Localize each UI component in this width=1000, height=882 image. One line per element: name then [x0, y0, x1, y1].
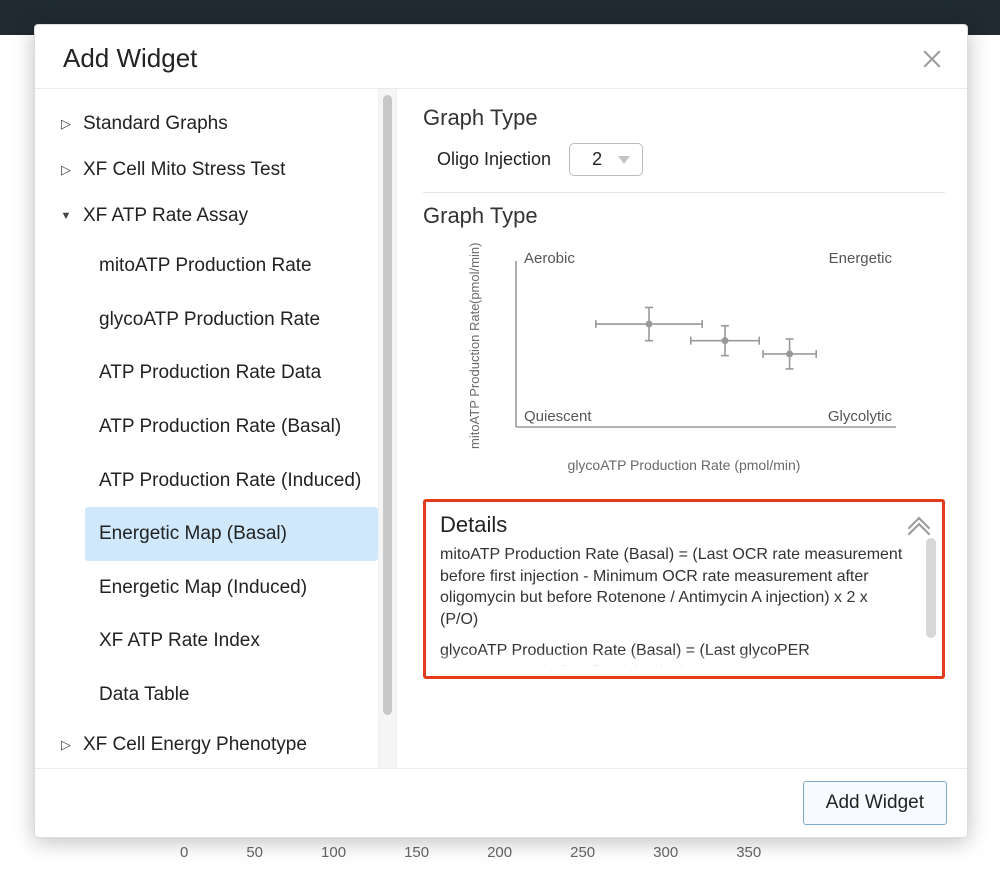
bg-xtick: 300: [653, 844, 678, 861]
svg-text:Energetic: Energetic: [828, 250, 892, 267]
energetic-map-chart: Aerobic Energetic Quiescent Glycolytic: [486, 241, 906, 451]
bg-xtick: 250: [570, 844, 595, 861]
modal-footer: Add Widget: [35, 768, 967, 837]
tree-child[interactable]: glycoATP Production Rate: [85, 293, 378, 347]
tree-child[interactable]: Energetic Map (Basal): [85, 507, 378, 561]
tree-item[interactable]: XF Cell Energy Phenotype: [51, 722, 378, 768]
sidebar-scrollbar[interactable]: [379, 89, 397, 768]
tree-item-label: XF Cell Energy Phenotype: [83, 734, 307, 756]
svg-text:Quiescent: Quiescent: [524, 408, 592, 425]
details-text: mitoATP Production Rate (Basal) = (Last …: [440, 544, 928, 666]
select-value: 2: [592, 149, 602, 170]
sidebar-scrollbar-thumb[interactable]: [383, 95, 392, 715]
add-widget-modal: Add Widget Standard Graphs XF Cell Mito S…: [34, 24, 968, 838]
tree-item-label: Standard Graphs: [83, 113, 228, 135]
tree-child[interactable]: ATP Production Rate (Induced): [85, 454, 378, 508]
tree-item[interactable]: XF Cell Mito Stress Test: [51, 147, 378, 193]
details-title: Details: [440, 512, 928, 538]
chevron-right-icon: [59, 162, 73, 178]
graph-preview-section: Graph Type mitoATP Production Rate (pmol…: [423, 192, 945, 489]
widget-preview-panel: Graph Type Oligo Injection 2 Graph Type …: [397, 89, 967, 768]
text-fade: [440, 651, 906, 673]
widget-tree-sidebar: Standard Graphs XF Cell Mito Stress Test X…: [35, 89, 379, 768]
tree-item-label: XF ATP Rate Assay: [83, 205, 248, 227]
bg-xtick: 200: [487, 844, 512, 861]
chevron-down-icon: [618, 156, 630, 164]
close-icon[interactable]: [921, 48, 943, 70]
tree-item-label: XF Cell Mito Stress Test: [83, 159, 285, 181]
chevron-right-icon: [59, 737, 73, 753]
details-panel: Details mitoATP Production Rate (Basal) …: [423, 499, 945, 679]
bg-xtick: 0: [180, 844, 188, 861]
tree-child[interactable]: Data Table: [85, 668, 378, 722]
oligo-injection-label: Oligo Injection: [437, 149, 551, 170]
chevron-down-icon: [59, 210, 73, 222]
section-title: Graph Type: [423, 203, 945, 229]
chart-xlabel: glycoATP Production Rate (pmol/min): [568, 457, 801, 473]
collapse-icon[interactable]: [908, 512, 928, 532]
bg-xtick: 350: [736, 844, 761, 861]
tree-child[interactable]: mitoATP Production Rate: [85, 239, 378, 293]
tree-child[interactable]: ATP Production Rate (Basal): [85, 400, 378, 454]
tree-child[interactable]: ATP Production Rate Data: [85, 346, 378, 400]
modal-title: Add Widget: [63, 43, 921, 74]
bg-xtick: 50: [246, 844, 263, 861]
chevron-right-icon: [59, 116, 73, 132]
modal-header: Add Widget: [35, 25, 967, 89]
bg-xtick: 100: [321, 844, 346, 861]
tree-item[interactable]: XF ATP Rate Assay: [51, 193, 378, 239]
bg-xtick: 150: [404, 844, 429, 861]
graph-param-section: Graph Type Oligo Injection 2: [423, 99, 945, 192]
svg-text:Glycolytic: Glycolytic: [827, 408, 892, 425]
add-widget-button[interactable]: Add Widget: [803, 781, 947, 825]
modal-body: Standard Graphs XF Cell Mito Stress Test X…: [35, 89, 967, 768]
oligo-injection-select[interactable]: 2: [569, 143, 643, 176]
tree-item[interactable]: Standard Graphs: [51, 101, 378, 147]
section-title: Graph Type: [423, 105, 945, 131]
svg-text:Aerobic: Aerobic: [524, 250, 575, 267]
tree-child[interactable]: XF ATP Rate Index: [85, 614, 378, 668]
tree-child[interactable]: Energetic Map (Induced): [85, 561, 378, 615]
details-scrollbar[interactable]: [926, 538, 936, 638]
chart-ylabel: mitoATP Production Rate (pmol/min): [463, 241, 486, 451]
